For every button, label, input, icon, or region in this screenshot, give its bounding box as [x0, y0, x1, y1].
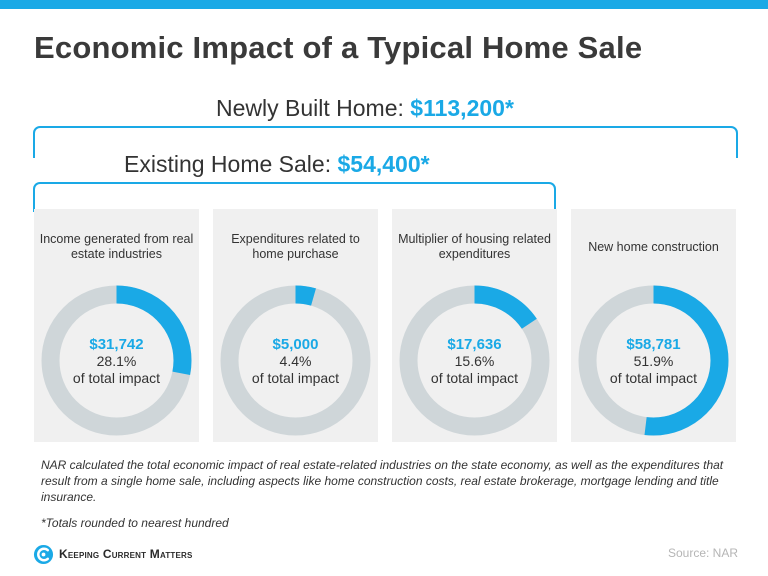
brand-name: Keeping Current Matters: [59, 547, 193, 561]
donut-chart-income: [41, 285, 192, 436]
impact-card-new-construction: New home construction $58,781 51.9% of t…: [571, 209, 736, 442]
donut-center-text: $31,742 28.1% of total impact: [34, 336, 199, 387]
donut-segment-expenditures: [220, 285, 371, 436]
impact-percent: 15.6%: [454, 353, 495, 369]
card-label: New home construction: [588, 239, 719, 254]
newly-built-home-label: Newly Built Home:: [216, 95, 411, 121]
impact-card-expenditures: Expenditures related to home purchase $5…: [213, 209, 378, 442]
newly-built-home-amount: $113,200*: [410, 95, 514, 121]
impact-value: $5,000: [272, 336, 319, 353]
card-label: Multiplier of housing related expenditur…: [398, 232, 551, 261]
donut-segment-income: [41, 285, 192, 436]
donut-center-text: $5,000 4.4% of total impact: [213, 336, 378, 387]
donut-chart-multiplier: [399, 285, 550, 436]
impact-percent: 4.4%: [279, 353, 312, 369]
top-accent-bar: [0, 0, 768, 9]
card-label: Income generated from real estate indust…: [39, 232, 194, 261]
impact-suffix: of total impact: [430, 370, 519, 386]
impact-suffix: of total impact: [72, 370, 161, 386]
rounding-note: *Totals rounded to nearest hundred: [41, 516, 229, 530]
impact-percent: 28.1%: [96, 353, 137, 369]
donut-center-text: $17,636 15.6% of total impact: [392, 336, 557, 387]
donut-center-text: $58,781 51.9% of total impact: [571, 336, 736, 387]
impact-value: $58,781: [626, 336, 681, 353]
existing-home-sale-label: Existing Home Sale:: [124, 151, 338, 177]
impact-value: $17,636: [447, 336, 502, 353]
newly-built-home-total: Newly Built Home: $113,200*: [216, 95, 514, 122]
source-credit: Source: NAR: [667, 546, 738, 560]
donut-segment-multiplier: [399, 285, 550, 436]
methodology-footnote: NAR calculated the total economic impact…: [41, 458, 724, 504]
impact-card-multiplier: Multiplier of housing related expenditur…: [392, 209, 557, 442]
impact-suffix: of total impact: [609, 370, 698, 386]
card-label: Expenditures related to home purchase: [231, 232, 360, 261]
existing-home-sale-total: Existing Home Sale: $54,400*: [124, 151, 430, 178]
impact-card-income: Income generated from real estate indust…: [34, 209, 199, 442]
impact-percent: 51.9%: [633, 353, 674, 369]
kcm-logo-icon: [33, 544, 54, 564]
donut-chart-new-construction: [578, 285, 729, 436]
impact-suffix: of total impact: [251, 370, 340, 386]
impact-value: $31,742: [89, 336, 144, 353]
donut-segment-new-construction: [578, 285, 729, 436]
page-title: Economic Impact of a Typical Home Sale: [34, 30, 643, 65]
newly-built-home-bracket: [33, 126, 738, 158]
donut-chart-expenditures: [220, 285, 371, 436]
existing-home-sale-bracket: [33, 182, 556, 212]
brand-logo: Keeping Current Matters: [33, 543, 193, 565]
existing-home-sale-amount: $54,400*: [337, 151, 430, 177]
